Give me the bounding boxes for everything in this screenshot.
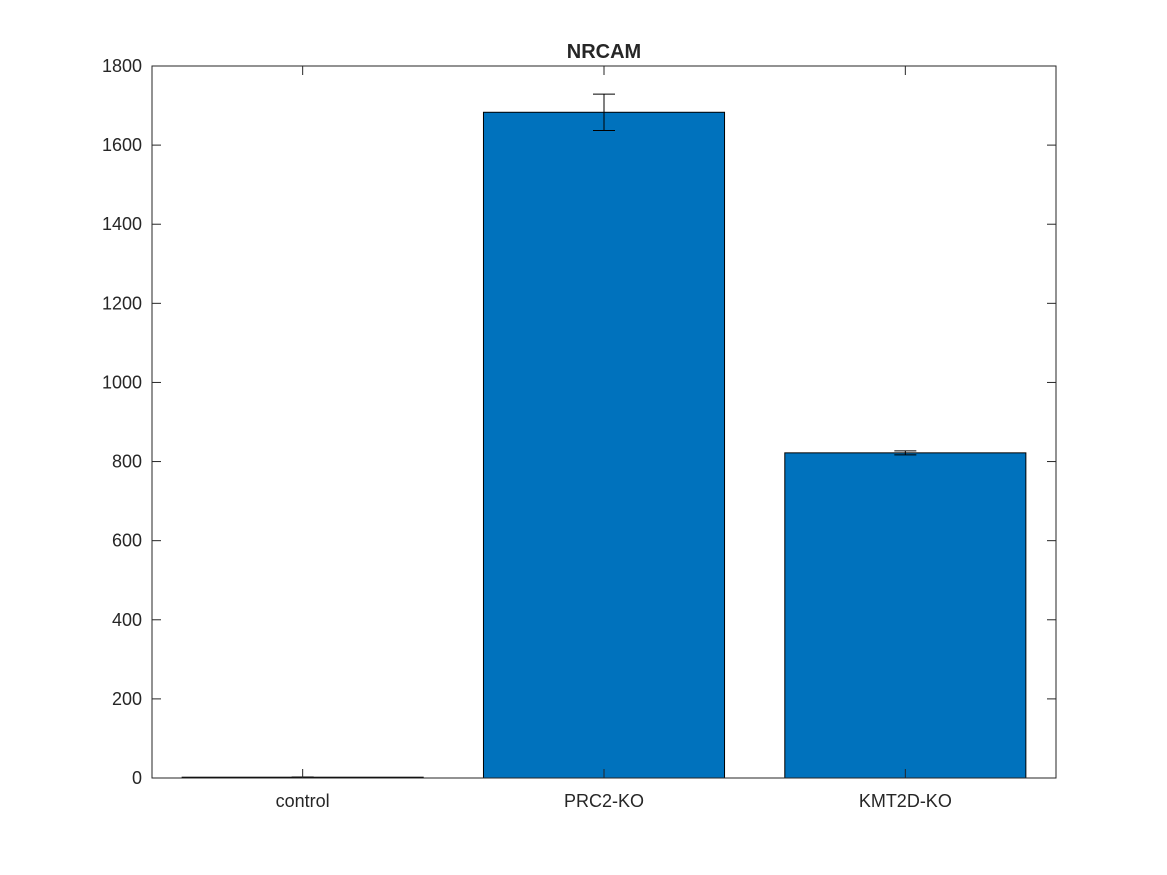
ticks-layer <box>152 65 1056 779</box>
y-tick-label: 1600 <box>102 135 142 155</box>
x-tick-label: KMT2D-KO <box>859 791 952 811</box>
bars-layer <box>181 111 1027 779</box>
y-tick-label: 0 <box>132 768 142 788</box>
y-tick-label: 1200 <box>102 293 142 313</box>
chart-title: NRCAM <box>567 41 641 63</box>
y-tick-label: 1000 <box>102 372 142 392</box>
y-tick-label: 800 <box>112 452 142 472</box>
y-tick-label: 1800 <box>102 56 142 76</box>
y-tick-label: 400 <box>112 610 142 630</box>
y-tick-label: 600 <box>112 531 142 551</box>
bar-prc2-ko <box>482 111 726 779</box>
y-tick-label: 1400 <box>102 214 142 234</box>
y-tick-label: 200 <box>112 689 142 709</box>
x-tick-label: PRC2-KO <box>564 791 644 811</box>
x-tick-label: control <box>276 791 330 811</box>
error-bar-prc2-ko <box>593 93 615 131</box>
tick-labels-layer: 0 200 400 600 800 1000 1200 1400 1600 1800 control… <box>102 56 952 811</box>
bar-kmt2d-ko <box>784 452 1027 779</box>
error-bar-kmt2d-ko <box>894 450 917 456</box>
